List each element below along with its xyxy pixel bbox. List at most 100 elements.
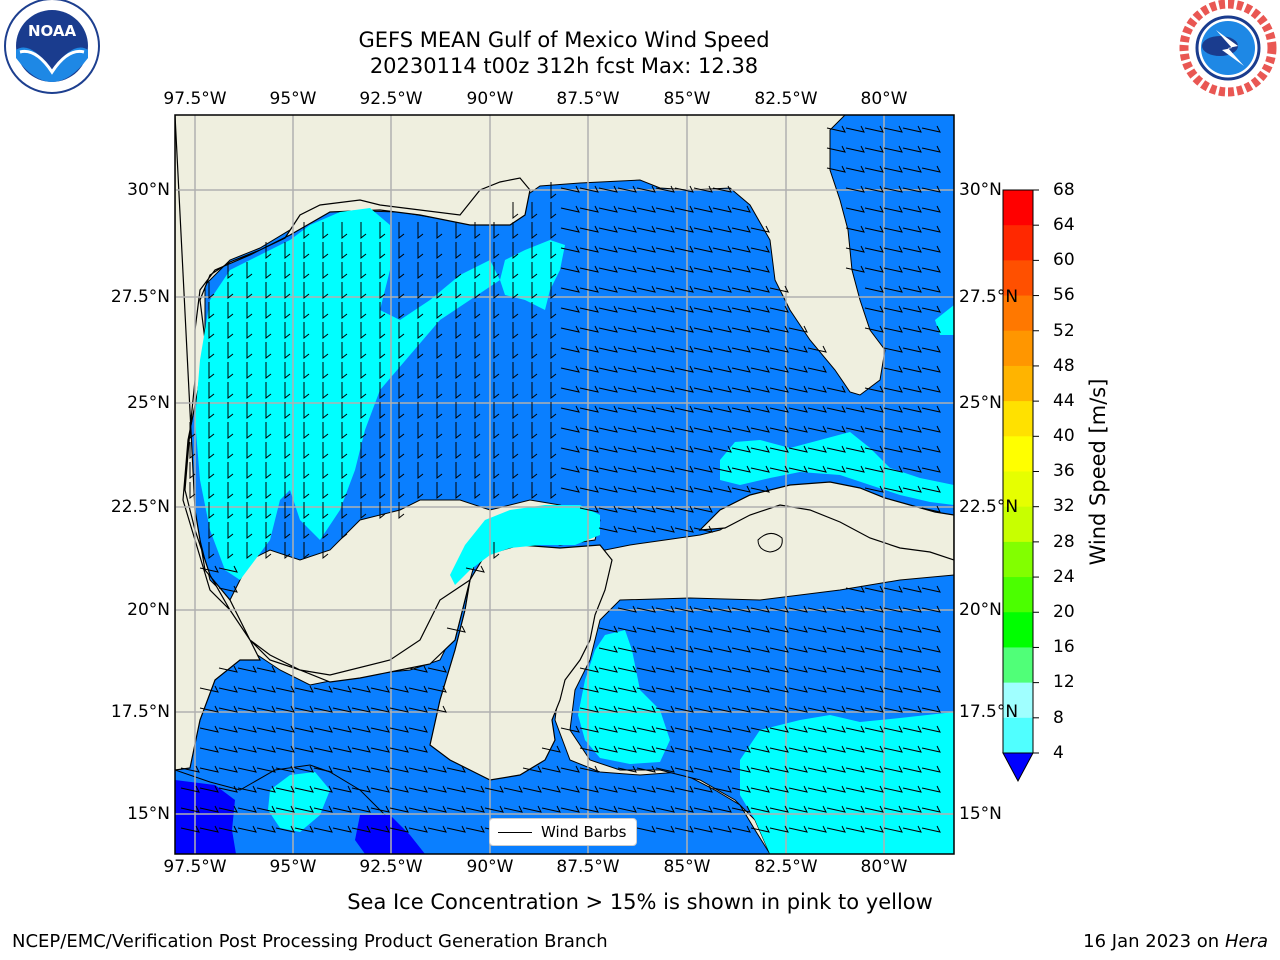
wind-barb [493, 242, 500, 260]
wind-barb [731, 405, 751, 413]
wind-barb [769, 325, 789, 333]
wind-barb [284, 302, 291, 320]
wind-barb [921, 685, 941, 693]
wind-barb [845, 685, 865, 693]
wind-barb [769, 645, 789, 653]
wind-barb [693, 285, 713, 293]
wind-barb [636, 605, 656, 613]
wind-barb [436, 422, 443, 440]
wind-barb [493, 222, 500, 240]
wind-barb [674, 265, 694, 273]
wind-barb [560, 285, 580, 293]
wind-barb [902, 485, 922, 493]
wind-barb [208, 422, 215, 440]
wind-barb [598, 505, 618, 513]
wind-barb [750, 265, 770, 273]
wind-barb [845, 125, 865, 133]
wind-barb [550, 262, 557, 280]
wind-barb [256, 725, 276, 733]
wind-barb [360, 242, 367, 260]
wind-barb [512, 242, 519, 260]
wind-barb [408, 825, 428, 833]
footer-date-text: 16 Jan 2023 on [1083, 931, 1225, 952]
wind-barb [579, 265, 599, 273]
wind-barb [322, 382, 329, 400]
wind-barb [550, 442, 557, 460]
lon-label-bottom: 97.5°W [163, 857, 227, 877]
wind-barb [341, 522, 348, 540]
wind-barb [275, 685, 295, 693]
wind-barb [655, 305, 675, 313]
wind-barb [750, 325, 770, 333]
wind-barb [417, 382, 424, 400]
wind-barb [237, 665, 257, 673]
wind-barb [313, 725, 333, 733]
wind-barb [579, 765, 599, 773]
wind-barb [474, 302, 481, 320]
wind-barb [864, 605, 884, 613]
wind-barb [750, 405, 770, 413]
wind-barb [883, 665, 903, 673]
wind-barb [826, 725, 846, 733]
wind-barb [731, 225, 751, 233]
wind-barb [199, 825, 219, 833]
wind-barb [617, 445, 637, 453]
wind-barb [712, 405, 732, 413]
wind-barb [436, 302, 443, 320]
cyan-zone-caribbean-south [740, 712, 954, 854]
wind-barb [693, 405, 713, 413]
wind-barb [731, 685, 751, 693]
wind-barb [512, 462, 519, 480]
wind-barb [788, 465, 808, 473]
wind-barb [750, 745, 770, 753]
colorbar [1002, 189, 1039, 783]
wind-barb [227, 302, 234, 320]
wind-barb [617, 645, 637, 653]
wind-barb [379, 302, 386, 320]
wind-barb [427, 785, 447, 793]
wind-barb [788, 745, 808, 753]
wind-barb [379, 402, 386, 420]
wind-barb [550, 462, 557, 480]
colorbar-tick: 28 [1053, 532, 1075, 552]
wind-barb [902, 725, 922, 733]
wind-barb [921, 365, 941, 373]
wind-barb [579, 305, 599, 313]
wind-barb [712, 445, 732, 453]
wind-barb [788, 685, 808, 693]
wind-barb [902, 805, 922, 813]
wind-barb [579, 465, 599, 473]
wind-barb [294, 765, 314, 773]
wind-barb [294, 785, 314, 793]
wind-barb [332, 825, 352, 833]
wind-barb [674, 805, 694, 813]
wind-barb-legend-label: Wind Barbs [541, 823, 627, 841]
lat-label-left: 22.5°N [110, 497, 170, 517]
wind-barb [256, 745, 276, 753]
wind-barb [617, 345, 637, 353]
wind-barb [674, 645, 694, 653]
wind-barb [598, 725, 618, 733]
wind-barb [598, 785, 618, 793]
wind-barb [265, 502, 272, 520]
wind-barb [598, 525, 618, 533]
wind-barb [826, 745, 846, 753]
wind-barb [275, 765, 295, 773]
wind-barb [636, 745, 656, 753]
wind-barb [427, 765, 447, 773]
wind-barb [284, 522, 291, 540]
wind-barb [655, 505, 675, 513]
wind-barb [199, 765, 219, 773]
wind-barb [864, 485, 884, 493]
wind-barb [750, 425, 770, 433]
wind-barb [284, 242, 291, 260]
wind-barb [712, 425, 732, 433]
wind-barb [693, 365, 713, 373]
lon-label-bottom: 95°W [269, 857, 317, 877]
wind-barb [579, 245, 599, 253]
wind-barb [883, 245, 903, 253]
wind-barb [883, 185, 903, 193]
wind-barb [731, 705, 751, 713]
wind-barb [788, 785, 808, 793]
wind-barb [332, 685, 352, 693]
